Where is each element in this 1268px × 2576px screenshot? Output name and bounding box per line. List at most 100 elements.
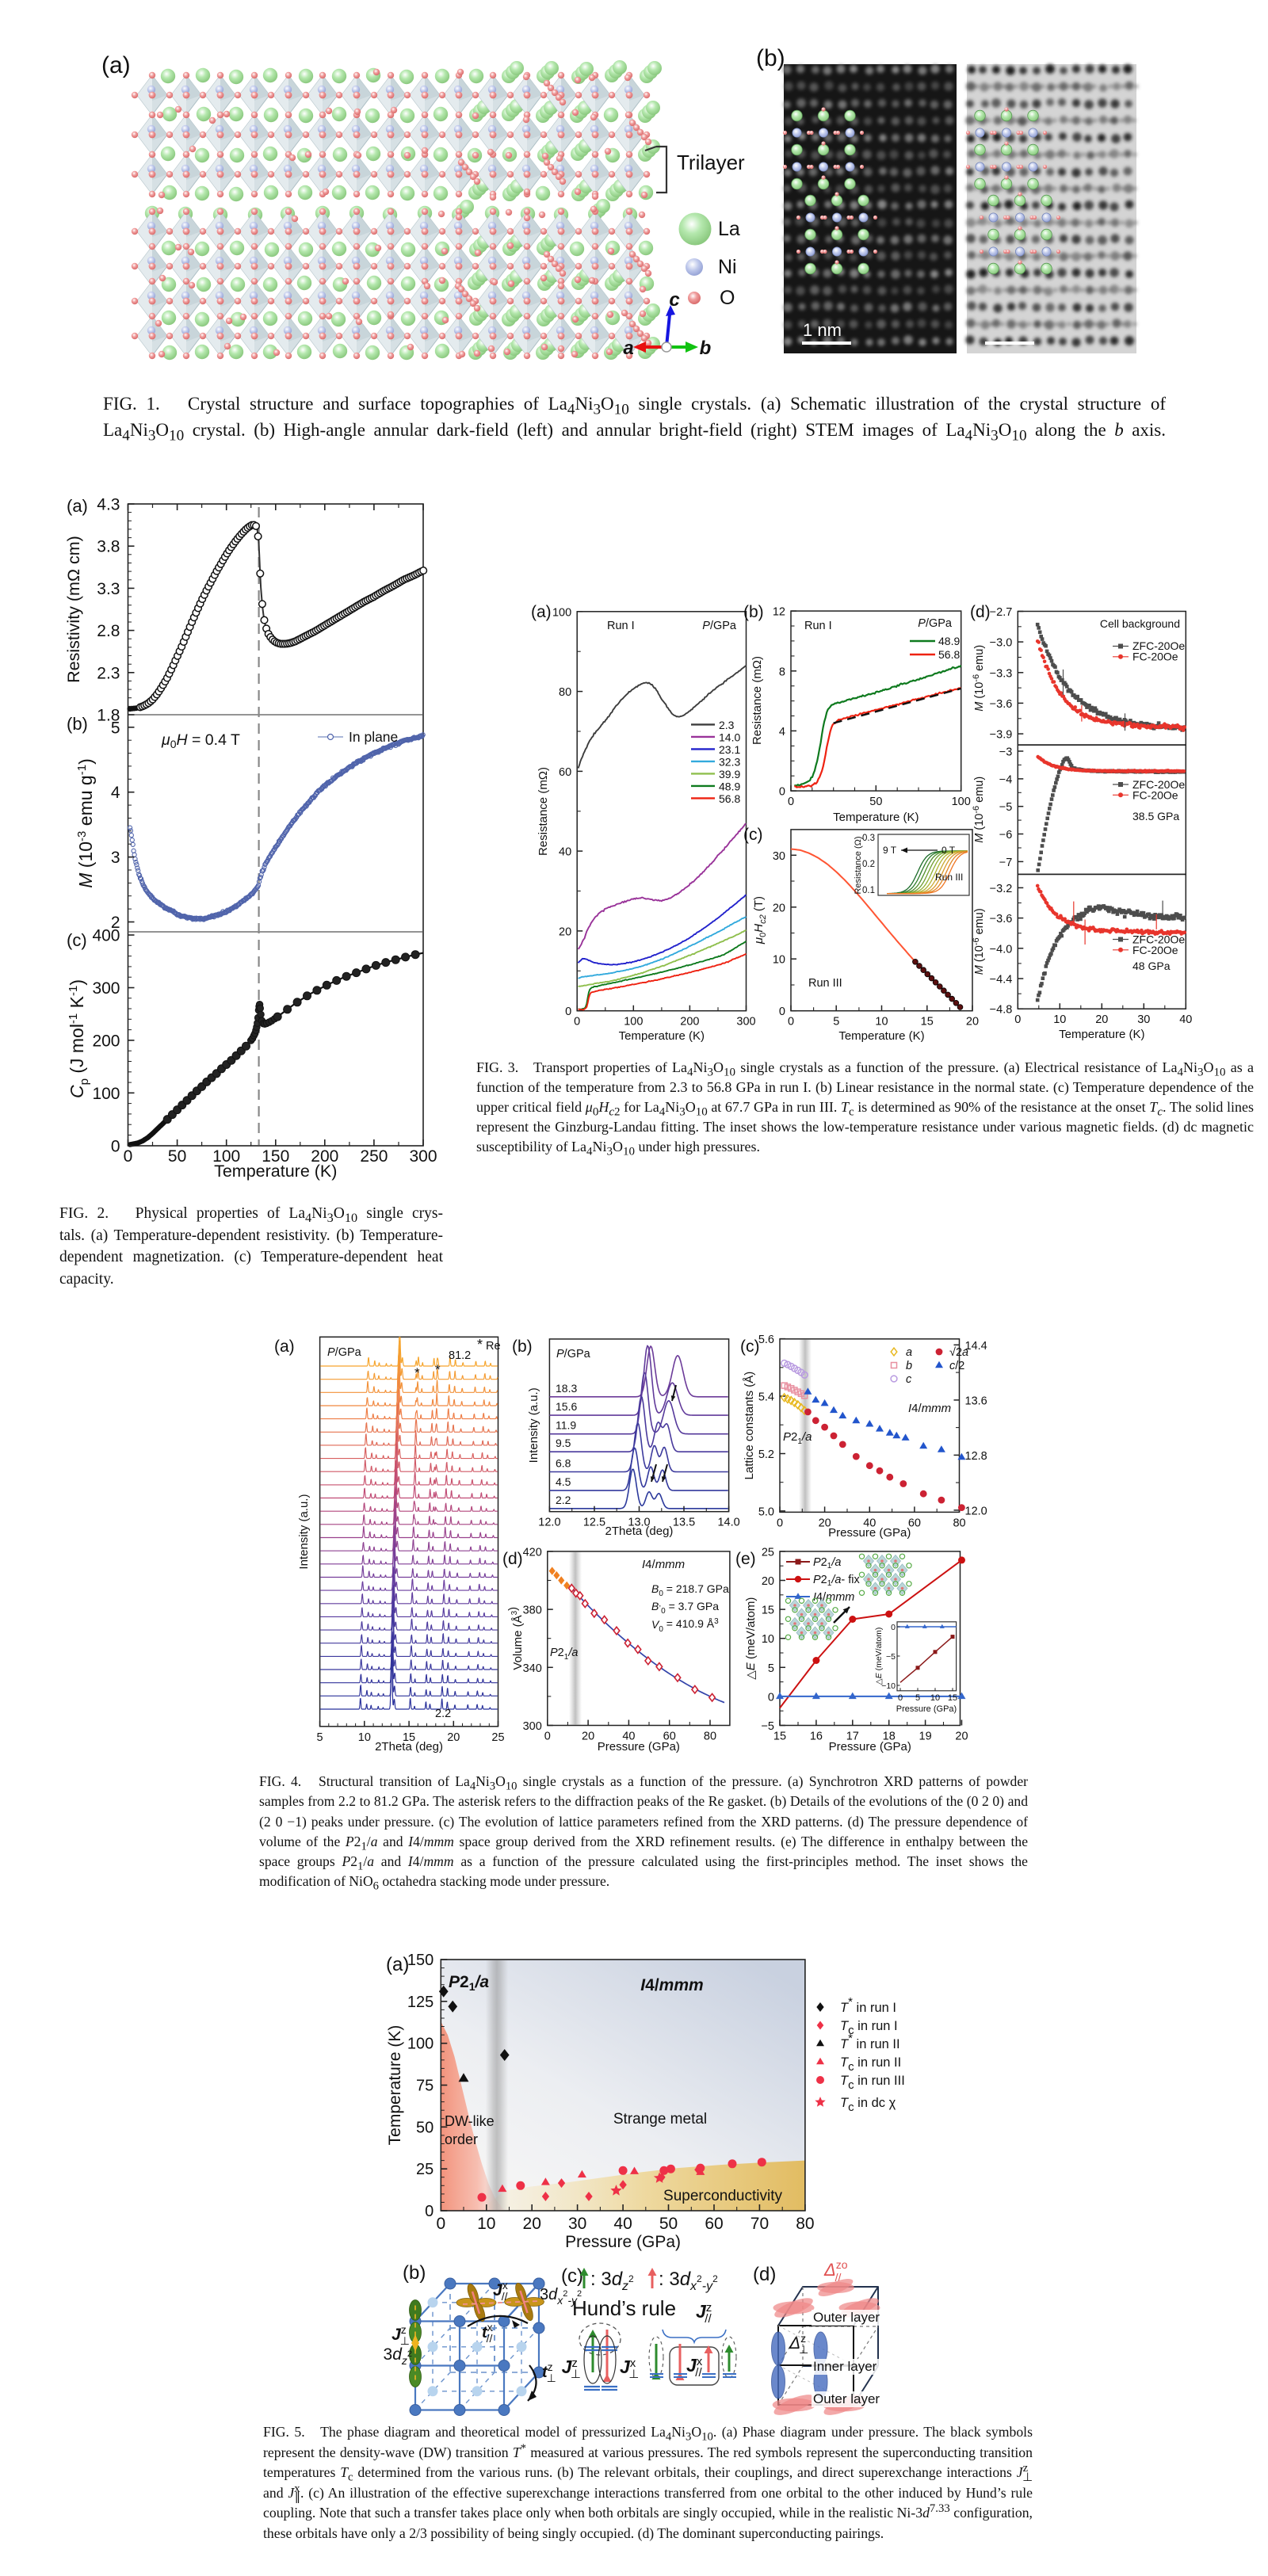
- svg-text:2.2: 2.2: [435, 1708, 451, 1720]
- svg-text:40: 40: [1179, 1013, 1192, 1026]
- svg-text:56.8: 56.8: [938, 648, 960, 661]
- svg-text:40: 40: [622, 1731, 635, 1743]
- svg-text:3dz2: 3dz2: [384, 2345, 413, 2367]
- svg-text:Trilayer: Trilayer: [677, 151, 745, 174]
- svg-text:*: *: [414, 1365, 420, 1380]
- svg-text:Δzo//: Δzo//: [823, 2258, 848, 2284]
- svg-text:(a): (a): [386, 1954, 409, 1975]
- svg-text:100: 100: [624, 1016, 643, 1028]
- svg-text:13.0: 13.0: [628, 1517, 650, 1529]
- svg-text:Pressure (GPa): Pressure (GPa): [565, 2233, 681, 2251]
- svg-text:FC-20Oe: FC-20Oe: [1132, 650, 1178, 662]
- svg-text:P21/a- fix: P21/a- fix: [813, 1574, 861, 1588]
- svg-text:−2.7: −2.7: [990, 606, 1013, 619]
- svg-text:80: 80: [704, 1731, 716, 1743]
- svg-text:ZFC-20Oe: ZFC-20Oe: [1132, 778, 1185, 791]
- svg-text:14.0: 14.0: [717, 1517, 739, 1529]
- svg-text:6.8: 6.8: [556, 1457, 571, 1470]
- svg-text:P/GPa: P/GPa: [918, 617, 953, 630]
- svg-text:0: 0: [436, 2215, 445, 2233]
- svg-text:−3.9: −3.9: [990, 729, 1013, 742]
- svg-text:tz⊥: tz ⊥: [542, 2360, 556, 2384]
- svg-text:Hund’s rule: Hund’s rule: [572, 2296, 676, 2320]
- svg-text:: 3dz2: : 3dz2: [590, 2269, 634, 2293]
- svg-text:Strange metal: Strange metal: [613, 2111, 707, 2128]
- svg-text:11.9: 11.9: [556, 1419, 576, 1432]
- svg-text:2.3: 2.3: [719, 719, 735, 731]
- svg-text:38.5 GPa: 38.5 GPa: [1132, 810, 1179, 822]
- svg-text:Resistance (mΩ): Resistance (mΩ): [537, 767, 550, 856]
- svg-text:20: 20: [966, 1016, 979, 1028]
- svg-text:Run I: Run I: [607, 620, 635, 632]
- svg-text:P21/a: P21/a: [550, 1647, 578, 1662]
- svg-text:60: 60: [663, 1731, 676, 1743]
- svg-text:5.2: 5.2: [758, 1448, 774, 1461]
- svg-text:(b): (b): [743, 603, 764, 621]
- svg-text:M (10-3 emu g-1): M (10-3 emu g-1): [75, 758, 96, 888]
- svg-text:12.5: 12.5: [583, 1517, 605, 1529]
- svg-text:(a): (a): [274, 1338, 295, 1356]
- svg-text:380: 380: [523, 1605, 542, 1617]
- svg-text:FC-20Oe: FC-20Oe: [1132, 788, 1178, 801]
- svg-text:10: 10: [762, 1633, 774, 1646]
- svg-text:5: 5: [317, 1731, 323, 1744]
- svg-text:2.8: 2.8: [97, 622, 120, 640]
- svg-text:0: 0: [768, 1691, 774, 1704]
- svg-text:0: 0: [574, 1016, 580, 1028]
- svg-text:(c): (c): [561, 2265, 583, 2287]
- svg-text:Run I: Run I: [804, 620, 832, 632]
- svg-text:−3.2: −3.2: [990, 883, 1013, 895]
- svg-text:80: 80: [559, 686, 571, 699]
- svg-text:Δz⊥: Δz ⊥: [789, 2332, 808, 2356]
- svg-text:Tc in dc χ: Tc in dc χ: [840, 2096, 896, 2114]
- svg-text:20: 20: [955, 1731, 968, 1743]
- svg-text:300: 300: [409, 1147, 437, 1166]
- svg-text:Run III: Run III: [808, 977, 842, 990]
- svg-text:(b): (b): [403, 2262, 426, 2284]
- svg-text:10: 10: [477, 2215, 495, 2233]
- svg-text:I4/mmm: I4/mmm: [640, 1976, 703, 1994]
- svg-text:△E (meV/atom): △E (meV/atom): [744, 1597, 758, 1680]
- svg-text:Pressure (GPa): Pressure (GPa): [828, 1526, 911, 1540]
- svg-text:Temperature (K): Temperature (K): [838, 1029, 924, 1043]
- svg-text:4.3: 4.3: [97, 496, 120, 514]
- svg-text:Pressure (GPa): Pressure (GPa): [896, 1704, 957, 1714]
- svg-text:c: c: [906, 1373, 912, 1386]
- svg-text:50: 50: [869, 796, 882, 808]
- svg-text:−4.4: −4.4: [990, 974, 1013, 987]
- svg-text:70: 70: [750, 2215, 769, 2233]
- svg-text:5.4: 5.4: [758, 1391, 774, 1404]
- svg-text:(b): (b): [756, 45, 785, 71]
- svg-text:Intensity (a.u.): Intensity (a.u.): [297, 1494, 311, 1570]
- svg-text:5: 5: [768, 1662, 774, 1675]
- svg-text:30: 30: [773, 850, 785, 863]
- svg-text:P/GPa: P/GPa: [556, 1348, 591, 1361]
- svg-text:20: 20: [819, 1517, 831, 1529]
- svg-text:a: a: [623, 338, 633, 359]
- svg-text:* Re: * Re: [477, 1337, 501, 1353]
- svg-text:13.6: 13.6: [965, 1395, 987, 1407]
- svg-text:−3.6: −3.6: [990, 913, 1013, 925]
- svg-text:12.0: 12.0: [965, 1505, 987, 1517]
- svg-text:M (10-6 emu): M (10-6 emu): [972, 777, 986, 843]
- svg-text:Run III: Run III: [935, 872, 963, 883]
- svg-text:5.6: 5.6: [758, 1334, 774, 1346]
- svg-text:5: 5: [111, 719, 120, 737]
- svg-text:5: 5: [833, 1016, 839, 1028]
- svg-text:In plane: In plane: [349, 729, 398, 745]
- svg-text:19: 19: [919, 1731, 932, 1743]
- svg-text:a: a: [906, 1346, 912, 1359]
- svg-text:−4: −4: [999, 773, 1013, 786]
- svg-text:100: 100: [212, 1147, 240, 1166]
- svg-text:0: 0: [777, 1517, 783, 1529]
- svg-text:48 GPa: 48 GPa: [1132, 960, 1171, 972]
- svg-text:(e): (e): [735, 1550, 756, 1568]
- svg-text:16: 16: [810, 1731, 823, 1743]
- svg-text:0: 0: [1014, 1013, 1021, 1026]
- svg-text:50: 50: [659, 2215, 678, 2233]
- svg-text:12.8: 12.8: [965, 1450, 987, 1463]
- svg-text:b: b: [700, 338, 712, 359]
- svg-text:Temperature (K): Temperature (K): [619, 1029, 705, 1043]
- svg-text:15: 15: [921, 1016, 934, 1028]
- svg-text:9.5: 9.5: [556, 1437, 571, 1449]
